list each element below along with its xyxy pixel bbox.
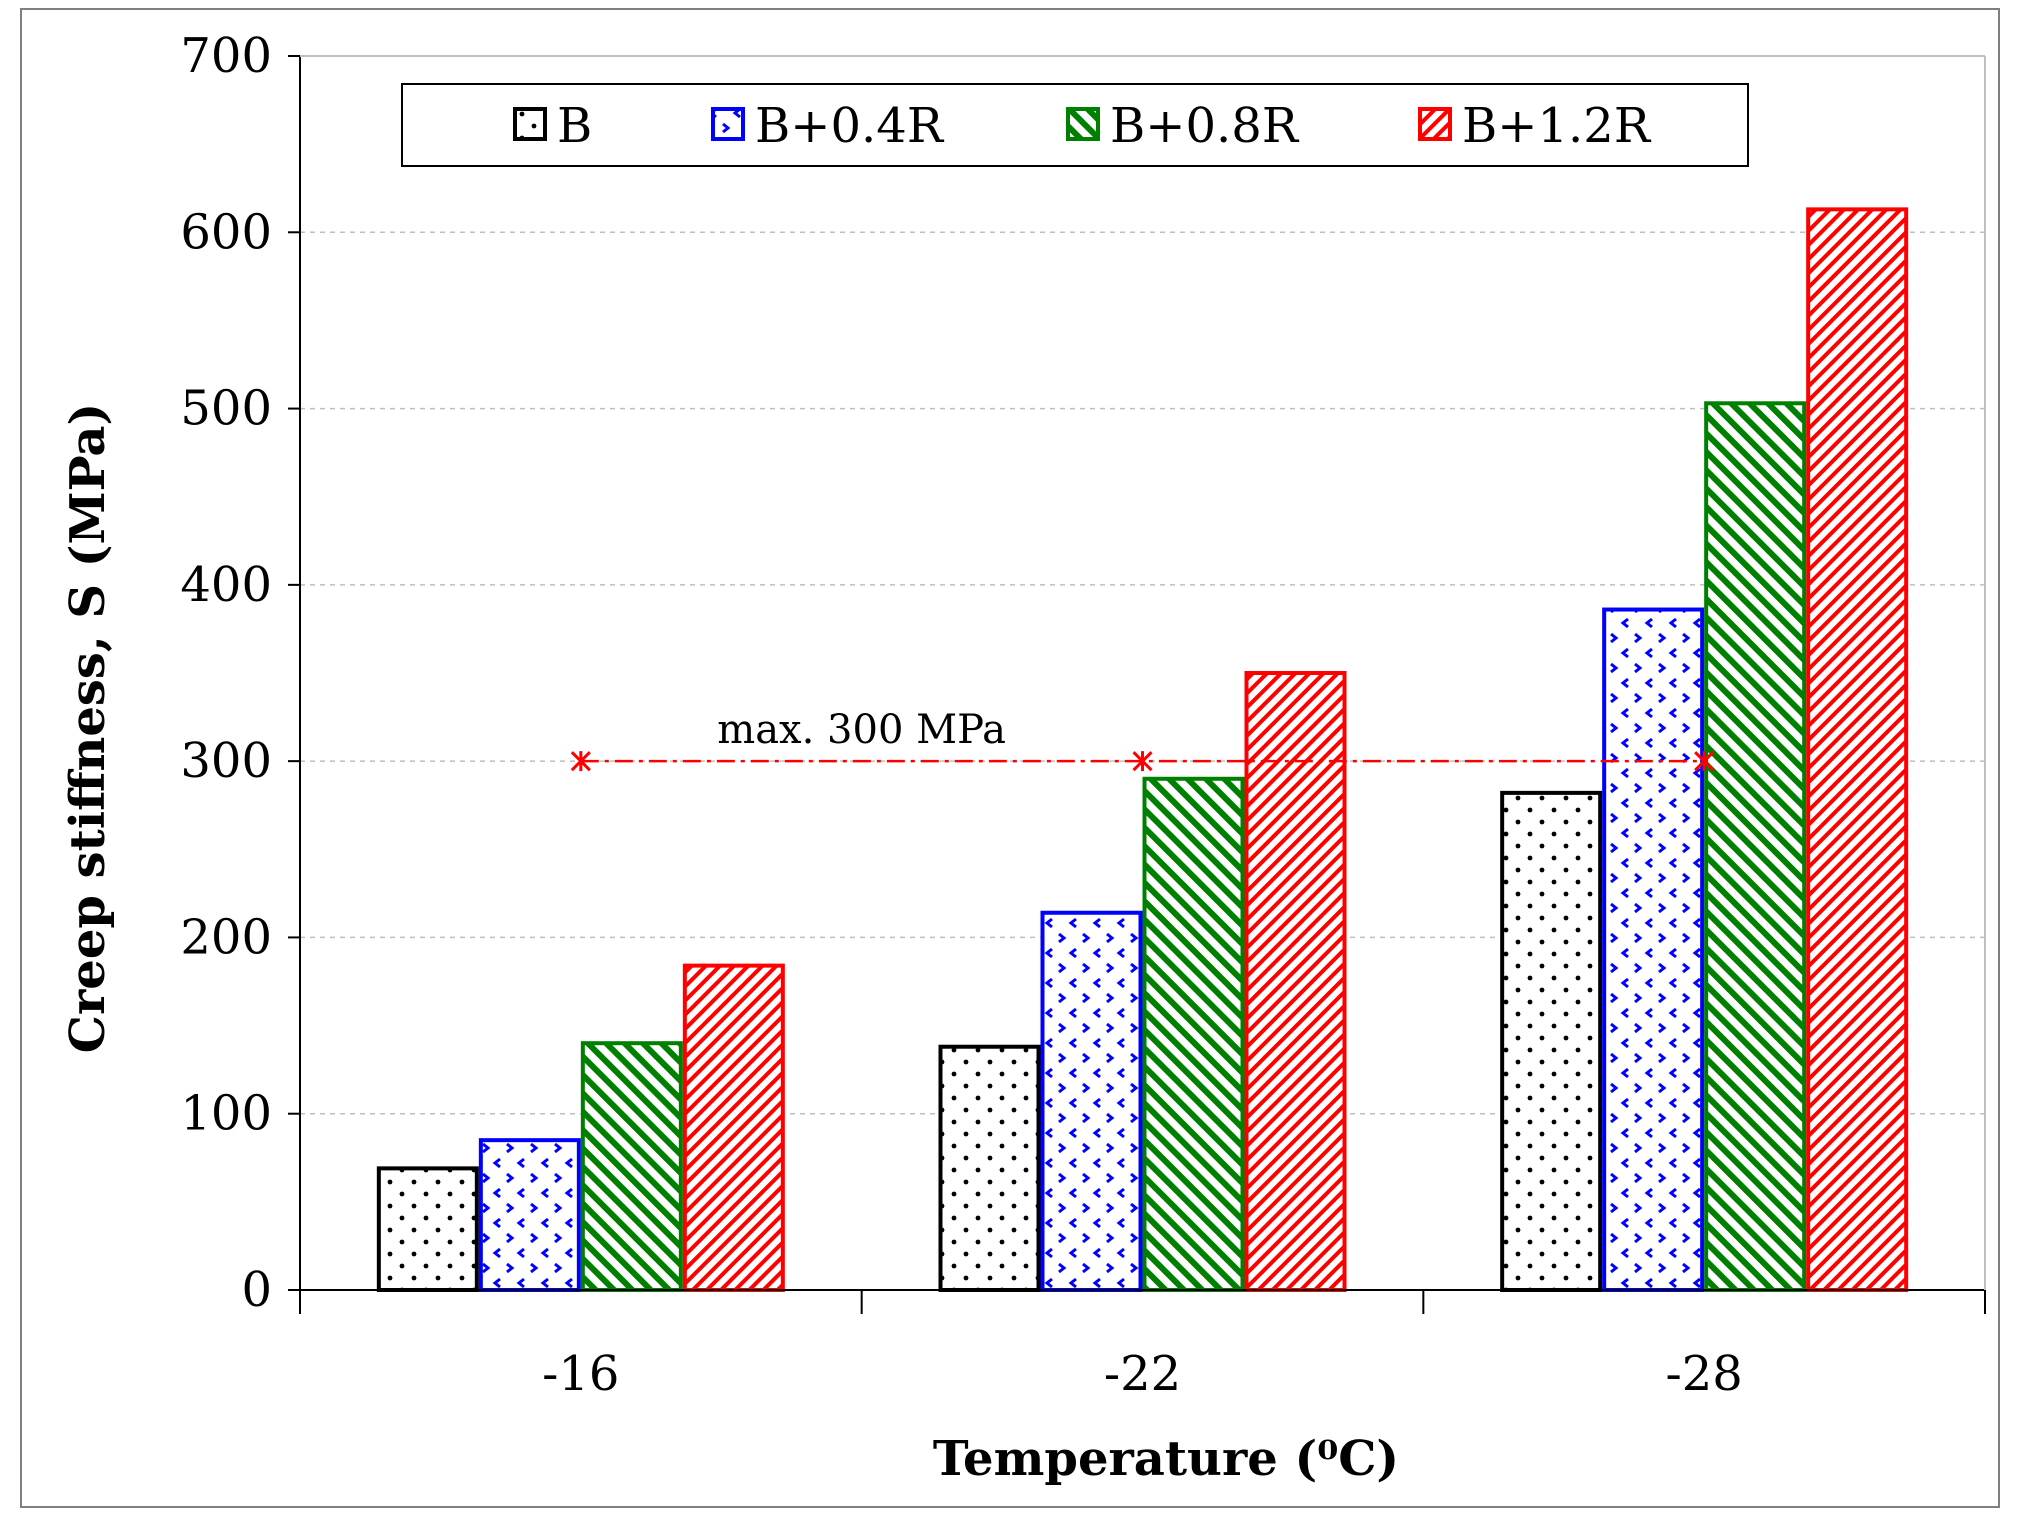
threshold-annotation: max. 300 MPa (570, 707, 1715, 772)
bar-b-0-4r--22 (1040, 910, 1143, 1293)
bar-b-0-8r--22 (1142, 776, 1245, 1292)
y-tick-label: 0 (241, 1262, 272, 1318)
legend-swatch (1418, 107, 1452, 141)
bar-b-1-2r--28 (1806, 207, 1909, 1293)
y-tick-label: 100 (180, 1086, 272, 1142)
x-tick-labels: -16 -22 -28 (299, 1290, 1986, 1402)
legend-item-b-0-4r: B+0.4R (711, 98, 945, 154)
legend-label: B+1.2R (1462, 98, 1652, 154)
bar-b-0-8r--16 (580, 1041, 683, 1292)
bar-b-1-2r--22 (1244, 671, 1347, 1292)
bar-b-0-4r--16 (478, 1138, 581, 1292)
y-tick-label: 200 (180, 909, 272, 965)
y-axis-title: Creep stiffness, S (MPa) (60, 403, 116, 1053)
legend-swatch (513, 107, 547, 141)
bar-b-0-8r--28 (1704, 401, 1807, 1293)
y-tick-labels: 0 100 200 300 400 500 600 700 (180, 28, 300, 1318)
y-tick-label: 600 (180, 204, 272, 260)
legend-swatch (711, 107, 745, 141)
threshold-label: max. 300 MPa (717, 707, 1006, 753)
legend: B B+0.4R B+0.8R B+1.2R (401, 83, 1749, 167)
legend-item-b-0-8r: B+0.8R (1066, 98, 1300, 154)
legend-item-b: B (513, 98, 592, 154)
x-tick-label: -16 (542, 1346, 619, 1402)
bar-b--22 (938, 1044, 1041, 1292)
threshold-marker (1132, 751, 1153, 772)
legend-box (401, 83, 1749, 167)
bar-b-0-4r--28 (1602, 607, 1705, 1292)
x-tick-label: -28 (1666, 1346, 1743, 1402)
threshold-marker (570, 751, 591, 772)
bar-b--16 (376, 1166, 479, 1293)
y-tick-label: 400 (180, 557, 272, 613)
axes (299, 55, 1986, 1291)
legend-label: B+0.8R (1110, 98, 1300, 154)
legend-swatch (1066, 107, 1100, 141)
x-tick-label: -22 (1104, 1346, 1181, 1402)
y-tick-label: 500 (180, 381, 272, 437)
legend-label: B (557, 98, 592, 154)
bars (376, 207, 1909, 1293)
threshold-marker (1694, 751, 1715, 772)
x-axis-title: Temperature (⁰C) (933, 1431, 1399, 1487)
legend-label: B+0.4R (755, 98, 945, 154)
y-tick-label: 700 (180, 28, 272, 84)
bar-b--28 (1500, 790, 1603, 1292)
legend-item-b-1-2r: B+1.2R (1418, 98, 1652, 154)
y-tick-label: 300 (180, 733, 272, 789)
bar-b-1-2r--16 (682, 963, 785, 1292)
